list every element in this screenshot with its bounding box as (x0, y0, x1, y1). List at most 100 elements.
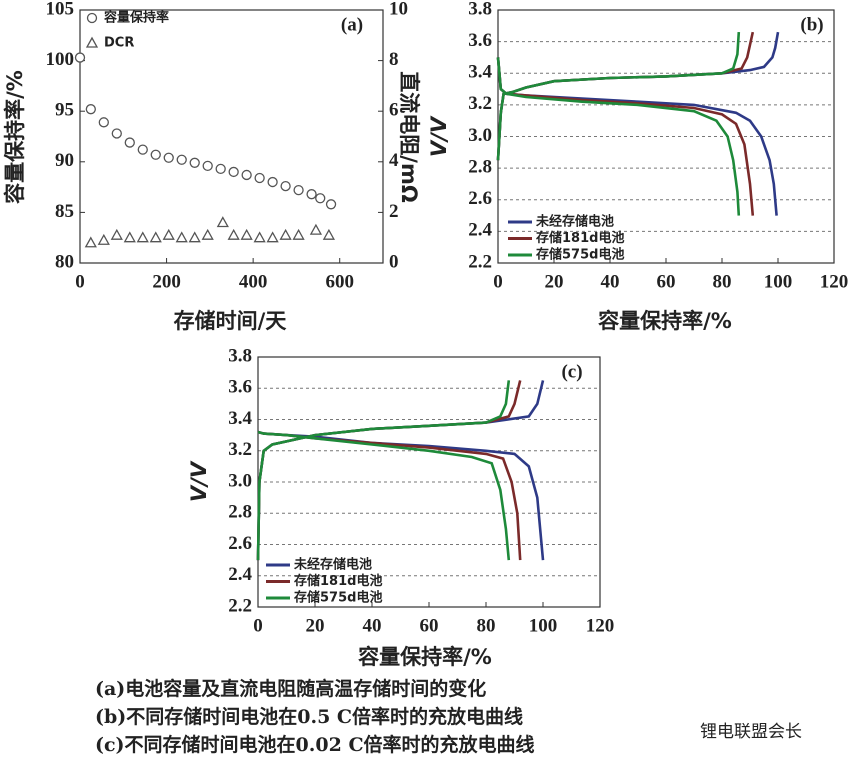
legend-label: 存储575d电池 (294, 590, 382, 606)
triangle-marker (84, 236, 97, 248)
y2-axis-label: 直流电阻/mΩ (397, 71, 421, 203)
caption: (b)不同存储时间电池在0.5 C倍率时的充放电曲线 (95, 705, 523, 728)
circle-marker (86, 12, 98, 24)
x-tick-label: 0 (75, 271, 85, 292)
caption: (a)电池容量及直流电阻随高温存储时间的变化 (95, 677, 486, 700)
y-tick-label: 105 (46, 0, 75, 19)
circle-marker (150, 149, 161, 160)
y2-tick-label: 4 (389, 150, 399, 171)
triangle-marker (162, 228, 175, 240)
x-axis-label: 容量保持率/% (598, 309, 732, 333)
y-axis-label: V/V (427, 115, 451, 157)
triangle-marker (216, 216, 229, 228)
triangle-marker (85, 36, 99, 48)
y-tick-label: 2.6 (468, 188, 492, 209)
x-tick-label: 60 (657, 271, 676, 292)
legend-label: 未经存储电池 (535, 214, 614, 230)
plot-frame (257, 356, 601, 608)
x-tick-label: 60 (420, 615, 439, 636)
y-tick-label: 2.8 (468, 156, 492, 177)
y-tick-label: 3.4 (228, 408, 252, 429)
y-axis-label: V/V (187, 460, 211, 502)
circle-marker (85, 104, 96, 115)
triangle-marker (110, 228, 123, 240)
circle-marker (98, 117, 109, 128)
legend-label: 容量保持率 (103, 10, 169, 26)
y-tick-label: 3.2 (468, 93, 492, 114)
triangle-marker (279, 228, 292, 240)
y-tick-label: 2.8 (228, 502, 252, 523)
triangle-marker (240, 228, 253, 240)
x-tick-label: 400 (239, 271, 268, 292)
x-tick-label: 0 (493, 271, 503, 292)
circle-marker (254, 172, 265, 184)
circle-marker (176, 154, 187, 165)
y-tick-label: 3.0 (468, 125, 492, 146)
triangle-marker (322, 228, 335, 240)
caption: (c)不同存储时间电池在0.02 C倍率时的充放电曲线 (95, 733, 535, 756)
circle-marker (163, 152, 174, 163)
y-tick-label: 95 (55, 100, 74, 121)
triangle-marker (266, 231, 279, 243)
triangle-marker (149, 231, 162, 243)
x-tick-label: 100 (764, 271, 793, 292)
legend-label: 存储575d电池 (536, 247, 624, 263)
y-tick-label: 3.6 (468, 30, 492, 51)
panel-label: (c) (561, 361, 582, 382)
legend-label: 存储181d电池 (536, 230, 624, 246)
circle-marker (215, 163, 226, 175)
x-tick-label: 80 (477, 615, 496, 636)
circle-marker (293, 184, 304, 196)
triangle-marker (175, 231, 188, 243)
legend-label: DCR (104, 36, 134, 51)
y-axis-label: 容量保持率/% (3, 70, 27, 204)
circle-marker (202, 160, 213, 171)
triangle-marker (123, 231, 136, 243)
triangle-marker (136, 231, 149, 243)
x-tick-label: 80 (713, 271, 732, 292)
y-tick-label: 2.2 (228, 595, 252, 616)
y2-tick-label: 0 (389, 251, 399, 272)
y-tick-label: 2.2 (468, 251, 492, 272)
y2-tick-label: 2 (389, 201, 399, 222)
circle-marker (74, 52, 86, 63)
x-tick-label: 600 (325, 271, 354, 292)
legend-label: 存储181d电池 (294, 573, 382, 589)
plot-frame (497, 9, 835, 264)
x-tick-label: 100 (529, 615, 558, 636)
y-tick-label: 2.6 (228, 533, 252, 554)
x-tick-label: 120 (586, 615, 615, 636)
triangle-marker (97, 233, 110, 245)
circle-marker (306, 189, 317, 200)
x-tick-label: 120 (820, 271, 849, 292)
y-tick-label: 2.4 (228, 564, 252, 585)
circle-marker (137, 144, 148, 155)
y-tick-label: 80 (55, 251, 74, 272)
triangle-marker (309, 223, 323, 235)
x-tick-label: 40 (601, 271, 620, 292)
y2-tick-label: 8 (389, 49, 399, 70)
y-tick-label: 2.4 (468, 220, 492, 241)
x-tick-label: 20 (545, 271, 564, 292)
triangle-marker (292, 228, 305, 240)
y-tick-label: 100 (46, 49, 75, 70)
circle-marker (228, 166, 239, 178)
y-tick-label: 3.2 (228, 439, 252, 460)
circle-marker (111, 128, 122, 139)
plot-frame (79, 9, 384, 264)
y-tick-label: 3.4 (468, 62, 492, 83)
x-tick-label: 40 (363, 615, 382, 636)
circle-marker (280, 180, 291, 192)
x-axis-label: 存储时间/天 (174, 309, 288, 333)
watermark: 锂电联盟会长 (700, 722, 802, 742)
y2-tick-label: 10 (389, 0, 408, 19)
x-tick-label: 200 (152, 271, 181, 292)
circle-marker (189, 157, 200, 168)
triangle-marker (253, 231, 266, 243)
x-tick-label: 0 (253, 615, 263, 636)
y2-tick-label: 6 (389, 100, 399, 121)
series-line (256, 380, 511, 561)
y-tick-label: 3.8 (228, 345, 252, 366)
